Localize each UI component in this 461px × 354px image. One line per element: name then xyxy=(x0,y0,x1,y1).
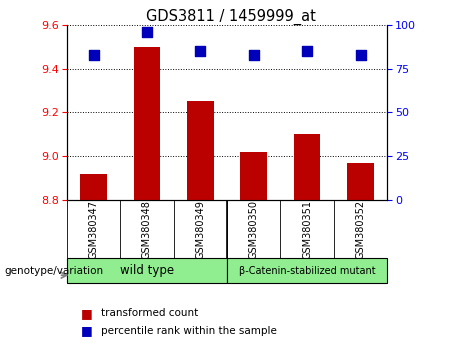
Point xyxy=(303,48,311,54)
Text: percentile rank within the sample: percentile rank within the sample xyxy=(101,326,278,336)
Text: GSM380351: GSM380351 xyxy=(302,200,312,259)
Text: GSM380347: GSM380347 xyxy=(89,200,99,259)
Bar xyxy=(240,152,267,200)
Text: GSM380348: GSM380348 xyxy=(142,200,152,259)
Point xyxy=(90,52,97,57)
Bar xyxy=(227,258,387,283)
Text: GDS3811 / 1459999_at: GDS3811 / 1459999_at xyxy=(146,9,315,25)
Point xyxy=(250,52,257,57)
Text: ■: ■ xyxy=(81,325,92,337)
Bar xyxy=(187,102,214,200)
Text: β-Catenin-stabilized mutant: β-Catenin-stabilized mutant xyxy=(239,266,375,276)
Text: genotype/variation: genotype/variation xyxy=(5,266,104,276)
Text: GSM380349: GSM380349 xyxy=(195,200,205,259)
Point xyxy=(143,29,151,35)
Point xyxy=(197,48,204,54)
Text: ■: ■ xyxy=(81,307,92,320)
Point xyxy=(357,52,364,57)
Text: wild type: wild type xyxy=(120,264,174,277)
Text: GSM380352: GSM380352 xyxy=(355,200,366,259)
Bar xyxy=(134,47,160,200)
Bar xyxy=(67,258,227,283)
Bar xyxy=(347,163,374,200)
Bar xyxy=(294,134,320,200)
Bar xyxy=(80,174,107,200)
Text: transformed count: transformed count xyxy=(101,308,199,318)
Text: GSM380350: GSM380350 xyxy=(249,200,259,259)
